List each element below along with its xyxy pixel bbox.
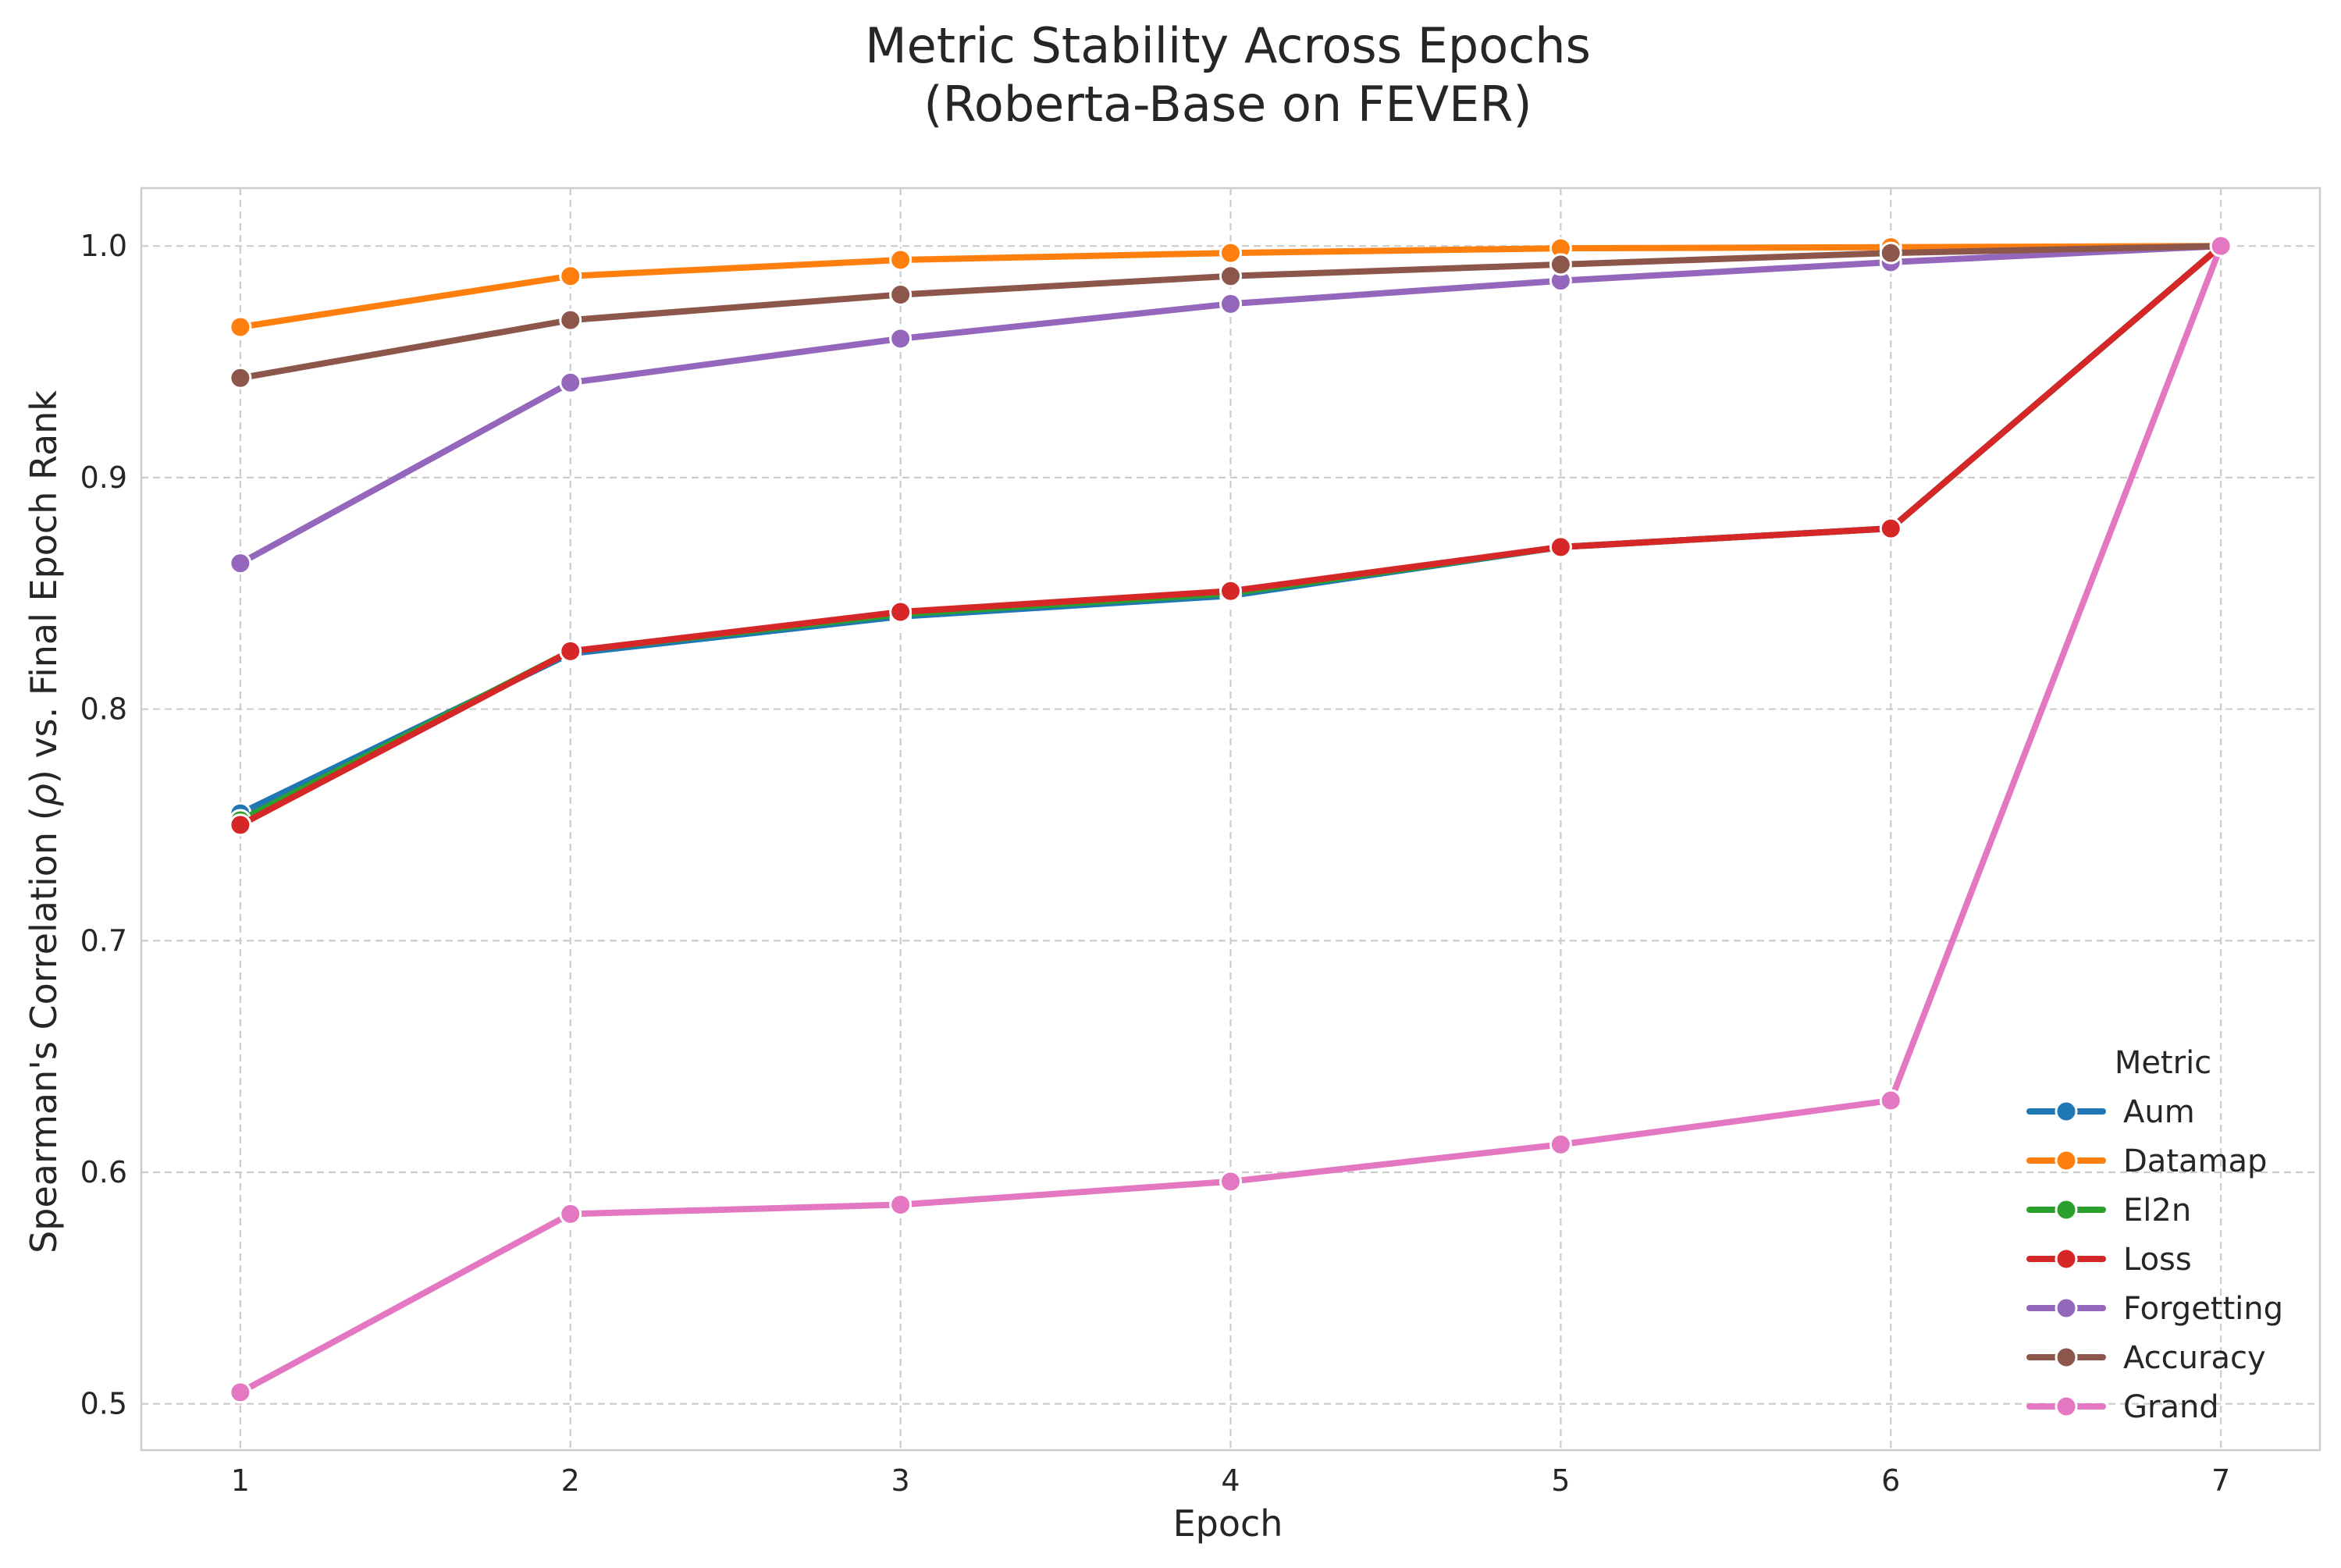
data-point-accuracy (1549, 253, 1572, 276)
x-tick-label: 5 (1551, 1463, 1570, 1498)
data-point-loss (1879, 517, 1902, 540)
legend-label-grand: Grand (2123, 1389, 2219, 1425)
legend-label-datamap: Datamap (2123, 1143, 2267, 1179)
y-axis-label: Spearman's Correlation (ρ) vs. Final Epo… (23, 390, 65, 1253)
data-point-forgetting (1219, 292, 1242, 315)
series-accuracy (229, 234, 2232, 389)
series-loss (229, 234, 2232, 837)
series-grand (229, 234, 2232, 1404)
x-tick-label: 3 (891, 1463, 910, 1498)
legend-title: Metric (2115, 1045, 2211, 1081)
legend-item-datamap: Datamap (2026, 1143, 2267, 1179)
chart-title: Metric Stability Across Epochs (865, 17, 1591, 74)
data-point-loss (1549, 535, 1572, 559)
data-point-datamap (559, 265, 582, 288)
legend-label-forgetting: Forgetting (2123, 1291, 2283, 1327)
legend-item-accuracy: Accuracy (2026, 1340, 2266, 1376)
legend: Metric Aum Datamap El2n Loss Forgetting Accur… (2026, 1045, 2283, 1425)
data-point-datamap (1219, 241, 1242, 265)
legend-item-aum: Aum (2026, 1094, 2195, 1130)
data-point-grand (229, 1381, 252, 1404)
data-point-grand (2209, 234, 2232, 258)
data-point-loss (889, 600, 913, 624)
legend-swatch-marker-forgetting (2055, 1296, 2078, 1320)
y-tick-label: 0.9 (80, 460, 127, 495)
legend-item-el2n: El2n (2026, 1193, 2191, 1228)
data-point-grand (559, 1202, 582, 1225)
series-group (229, 234, 2232, 1404)
legend-swatch-marker-loss (2055, 1247, 2078, 1271)
x-tick-label: 2 (561, 1463, 580, 1498)
legend-item-loss: Loss (2026, 1242, 2192, 1278)
chart-subtitle: (Roberta-Base on FEVER) (923, 76, 1532, 133)
data-point-grand (1549, 1132, 1572, 1156)
y-tick-label: 0.6 (80, 1155, 127, 1189)
legend-swatch-marker-el2n (2055, 1198, 2078, 1221)
data-point-grand (1219, 1170, 1242, 1193)
plot-frame (140, 187, 2321, 1452)
y-ticks: 0.5 0.6 0.7 0.8 0.9 1.0 (80, 229, 127, 1420)
x-ticks: 1 2 3 4 5 6 7 (231, 1463, 2230, 1498)
legend-swatch-marker-grand (2055, 1395, 2078, 1418)
x-tick-label: 6 (1881, 1463, 1900, 1498)
legend-item-forgetting: Forgetting (2026, 1291, 2283, 1327)
data-point-forgetting (229, 552, 252, 575)
legend-swatch-marker-datamap (2055, 1149, 2078, 1172)
legend-swatch-marker-aum (2055, 1100, 2078, 1123)
x-axis-label: Epoch (1173, 1502, 1283, 1545)
data-point-loss (559, 639, 582, 663)
data-point-grand (889, 1193, 913, 1217)
legend-item-grand: Grand (2026, 1389, 2219, 1425)
data-point-datamap (229, 315, 252, 339)
y-axis-label-prefix: Spearman's Correlation ( (23, 806, 65, 1253)
y-tick-label: 0.8 (80, 692, 127, 727)
data-point-grand (1879, 1089, 1902, 1112)
y-axis-label-suffix: ) vs. Final Epoch Rank (23, 390, 65, 784)
legend-label-aum: Aum (2123, 1094, 2195, 1130)
legend-label-el2n: El2n (2123, 1193, 2191, 1228)
y-axis-label-symbol: ρ (23, 784, 65, 806)
data-point-accuracy (1219, 265, 1242, 288)
y-tick-label: 0.5 (80, 1387, 127, 1421)
data-point-loss (1219, 579, 1242, 603)
legend-swatch-marker-accuracy (2055, 1346, 2078, 1369)
data-point-accuracy (559, 308, 582, 332)
data-point-forgetting (889, 327, 913, 350)
data-point-datamap (889, 248, 913, 272)
data-point-accuracy (1879, 241, 1902, 265)
data-point-accuracy (889, 283, 913, 306)
legend-label-loss: Loss (2123, 1242, 2192, 1278)
data-point-loss (229, 813, 252, 837)
legend-label-accuracy: Accuracy (2123, 1340, 2266, 1376)
data-point-forgetting (559, 371, 582, 394)
data-point-accuracy (229, 366, 252, 389)
y-tick-label: 0.7 (80, 923, 127, 958)
x-tick-label: 4 (1221, 1463, 1240, 1498)
x-tick-label: 1 (231, 1463, 250, 1498)
y-tick-label: 1.0 (80, 229, 127, 263)
x-tick-label: 7 (2211, 1463, 2230, 1498)
